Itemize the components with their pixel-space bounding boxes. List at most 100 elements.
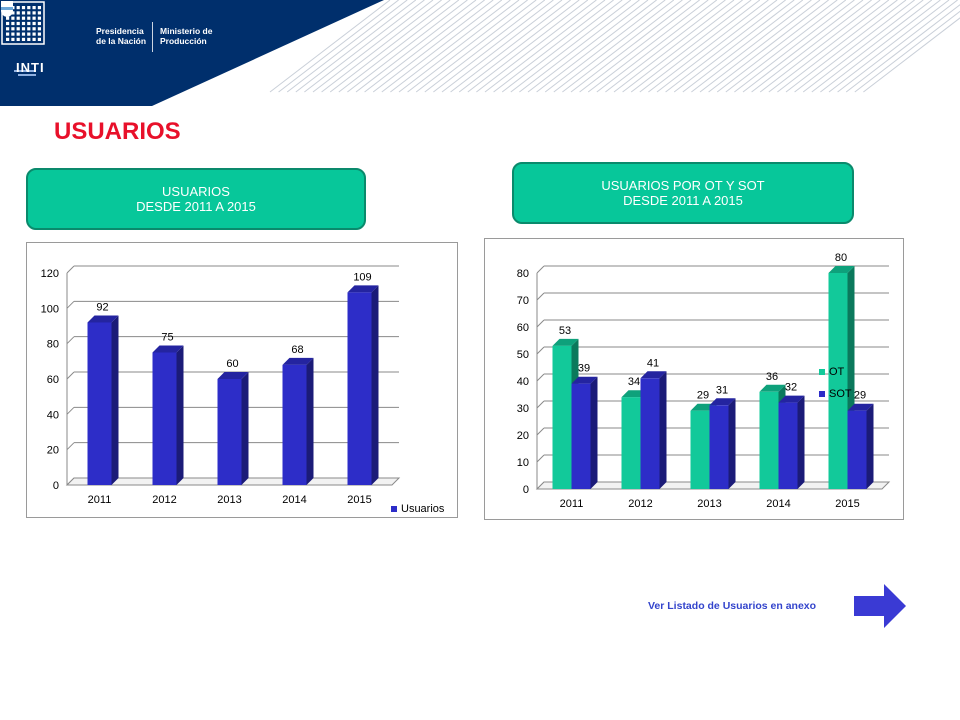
header-stripe	[286, 0, 408, 93]
header-stripe	[777, 0, 898, 93]
ministerio-line1: Ministerio de	[160, 26, 213, 36]
inti-dot	[11, 16, 15, 20]
inti-dot	[21, 16, 26, 20]
data-label: 29	[854, 390, 866, 402]
bar-ot-2012	[621, 397, 641, 489]
inti-dot	[16, 16, 20, 20]
caption-right-line2: DESDE 2011 A 2015	[623, 193, 743, 208]
x-tick-label: 2014	[766, 498, 790, 510]
header-stripe	[390, 0, 511, 93]
x-tick-label: 2015	[347, 494, 371, 506]
y-tick-label: 40	[47, 409, 59, 421]
header-stripe	[536, 0, 657, 93]
gridline-diag	[66, 406, 75, 415]
data-label: 39	[578, 363, 590, 375]
header-stripe	[734, 0, 855, 93]
header-stripe	[691, 0, 812, 93]
header-stripe	[845, 4, 960, 93]
arrow-right-icon[interactable]	[854, 584, 906, 628]
gridline-diag	[66, 265, 75, 274]
bar-top	[152, 345, 184, 353]
inti-dot	[11, 11, 15, 15]
header-stripe	[312, 0, 434, 93]
data-label: 31	[716, 384, 728, 396]
bar-top	[87, 315, 119, 323]
header-stripe	[820, 0, 941, 93]
x-tick-label: 2012	[628, 498, 652, 510]
header-stripe	[415, 0, 537, 93]
inti-dot	[21, 11, 26, 15]
header-stripe	[398, 0, 520, 93]
bar-top	[571, 376, 598, 384]
gridline-diag	[66, 300, 75, 309]
ministerio-line2: Producción	[160, 36, 207, 46]
bar-sot-2014	[778, 402, 798, 489]
caption-right-line1: USUARIOS POR OT Y SOT	[601, 178, 765, 193]
bar-usuarios-2015	[347, 292, 372, 485]
gridline-diag	[536, 319, 545, 328]
presidencia-line2: de la Nación	[96, 36, 147, 46]
inti-dot	[21, 37, 26, 41]
bar-sot-2011	[571, 383, 591, 489]
y-tick-label: 100	[41, 303, 59, 315]
y-tick-label: 80	[517, 268, 529, 280]
header-stripe	[441, 0, 563, 93]
y-tick-label: 0	[53, 480, 59, 492]
inti-dot	[11, 27, 15, 31]
x-tick-label: 2013	[217, 494, 241, 506]
header-stripe	[837, 0, 958, 93]
inti-dot	[6, 27, 10, 31]
header-stripe	[527, 0, 649, 93]
inti-dot	[27, 21, 31, 26]
data-label: 92	[96, 301, 108, 313]
ot-sot-chart-svg: 0 10 20 30 40 50 60 70 80 53 39 2011 34 41 2012 29 31 201…	[517, 252, 891, 510]
bar-top	[640, 371, 667, 379]
inti-dot	[32, 6, 36, 10]
y-tick-label: 40	[517, 376, 529, 388]
y-tick-label: 120	[41, 268, 59, 280]
header-stripe	[321, 0, 442, 93]
header-stripe	[355, 0, 477, 93]
header-stripe	[708, 0, 829, 93]
inti-dot	[21, 21, 26, 26]
data-label: 41	[647, 357, 659, 369]
header-stripe	[476, 0, 597, 93]
inti-dot	[27, 27, 31, 31]
bar-sot-2012	[640, 378, 660, 489]
y-tick-label: 80	[47, 339, 59, 351]
y-tick-label: 70	[517, 295, 529, 307]
bar-side	[176, 345, 184, 485]
header-stripe	[699, 0, 821, 93]
annex-link[interactable]: Ver Listado de Usuarios en anexo	[648, 600, 817, 612]
inti-dot	[37, 16, 41, 20]
inti-dot	[37, 6, 41, 10]
bar-sot-2015	[847, 410, 867, 489]
bar-side	[659, 371, 667, 489]
header-banner: INTI Presidencia de la Nación Ministerio…	[0, 0, 960, 110]
header-stripe	[759, 0, 881, 93]
inti-dot	[16, 11, 20, 15]
data-label: 32	[785, 382, 797, 394]
legend-label: OT	[829, 366, 845, 378]
bar-ot-2015	[828, 273, 848, 489]
header-stripe	[613, 0, 735, 93]
header-stripe	[450, 0, 571, 93]
bar-side	[728, 398, 736, 489]
y-tick-label: 0	[523, 484, 529, 496]
inti-dot	[32, 16, 36, 20]
inti-dot	[32, 32, 36, 36]
bar-top	[347, 285, 379, 293]
bar-usuarios-2011	[87, 322, 112, 485]
header-stripe	[372, 0, 494, 93]
header-stripe	[329, 0, 451, 93]
presidencia-label: Presidencia de la Nación	[96, 26, 146, 46]
bar-side	[306, 357, 314, 485]
data-label: 53	[559, 325, 571, 337]
header-stripe	[433, 0, 554, 93]
inti-dot	[16, 21, 20, 26]
inti-dot	[6, 37, 10, 41]
header-stripe	[562, 0, 683, 93]
y-tick-label: 60	[517, 322, 529, 334]
data-label: 29	[697, 390, 709, 402]
header-stripe	[510, 0, 632, 93]
